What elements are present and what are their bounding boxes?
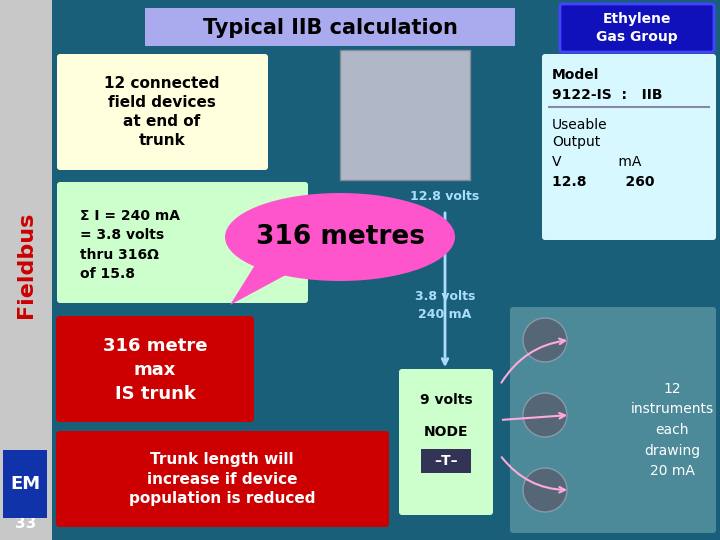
FancyBboxPatch shape xyxy=(0,0,52,540)
FancyBboxPatch shape xyxy=(399,369,493,515)
Text: Trunk length will
increase if device
population is reduced: Trunk length will increase if device pop… xyxy=(129,451,315,507)
Text: Fieldbus: Fieldbus xyxy=(16,212,36,318)
Text: 12.8 volts: 12.8 volts xyxy=(410,191,480,204)
Text: 33: 33 xyxy=(15,516,37,531)
Text: Σ I = 240 mA
= 3.8 volts
thru 316Ω
of 15.8: Σ I = 240 mA = 3.8 volts thru 316Ω of 15… xyxy=(80,209,180,281)
Text: Useable: Useable xyxy=(552,118,608,132)
Text: 316 metre
max
IS trunk: 316 metre max IS trunk xyxy=(103,338,207,403)
Text: Model: Model xyxy=(552,68,599,82)
FancyBboxPatch shape xyxy=(56,316,254,422)
Text: 12
instruments
each
drawing
20 mA: 12 instruments each drawing 20 mA xyxy=(631,382,714,478)
FancyBboxPatch shape xyxy=(340,50,470,180)
FancyBboxPatch shape xyxy=(510,307,716,533)
FancyBboxPatch shape xyxy=(560,4,714,52)
FancyBboxPatch shape xyxy=(421,449,471,473)
Text: 9122-IS  :   IIB: 9122-IS : IIB xyxy=(552,88,662,102)
Circle shape xyxy=(523,468,567,512)
Text: V             mA: V mA xyxy=(552,155,642,169)
Circle shape xyxy=(523,318,567,362)
Text: EM: EM xyxy=(10,475,40,493)
Ellipse shape xyxy=(225,193,455,281)
Text: 9 volts: 9 volts xyxy=(420,393,472,407)
FancyBboxPatch shape xyxy=(145,8,515,46)
Text: Output: Output xyxy=(552,135,600,149)
Circle shape xyxy=(523,393,567,437)
Text: Ethylene
Gas Group: Ethylene Gas Group xyxy=(596,12,678,44)
FancyBboxPatch shape xyxy=(542,54,716,240)
FancyBboxPatch shape xyxy=(57,182,308,303)
FancyBboxPatch shape xyxy=(57,54,268,170)
Text: NODE: NODE xyxy=(424,425,468,439)
Text: 12 connected
field devices
at end of
trunk: 12 connected field devices at end of tru… xyxy=(104,76,220,148)
FancyBboxPatch shape xyxy=(3,450,47,518)
Text: 316 metres: 316 metres xyxy=(256,224,425,250)
Polygon shape xyxy=(230,265,295,305)
Text: 3.8 volts
240 mA: 3.8 volts 240 mA xyxy=(415,289,475,321)
Text: 12.8        260: 12.8 260 xyxy=(552,175,654,189)
Text: –T–: –T– xyxy=(434,454,458,468)
FancyBboxPatch shape xyxy=(56,431,389,527)
Text: Typical IIB calculation: Typical IIB calculation xyxy=(202,18,457,38)
